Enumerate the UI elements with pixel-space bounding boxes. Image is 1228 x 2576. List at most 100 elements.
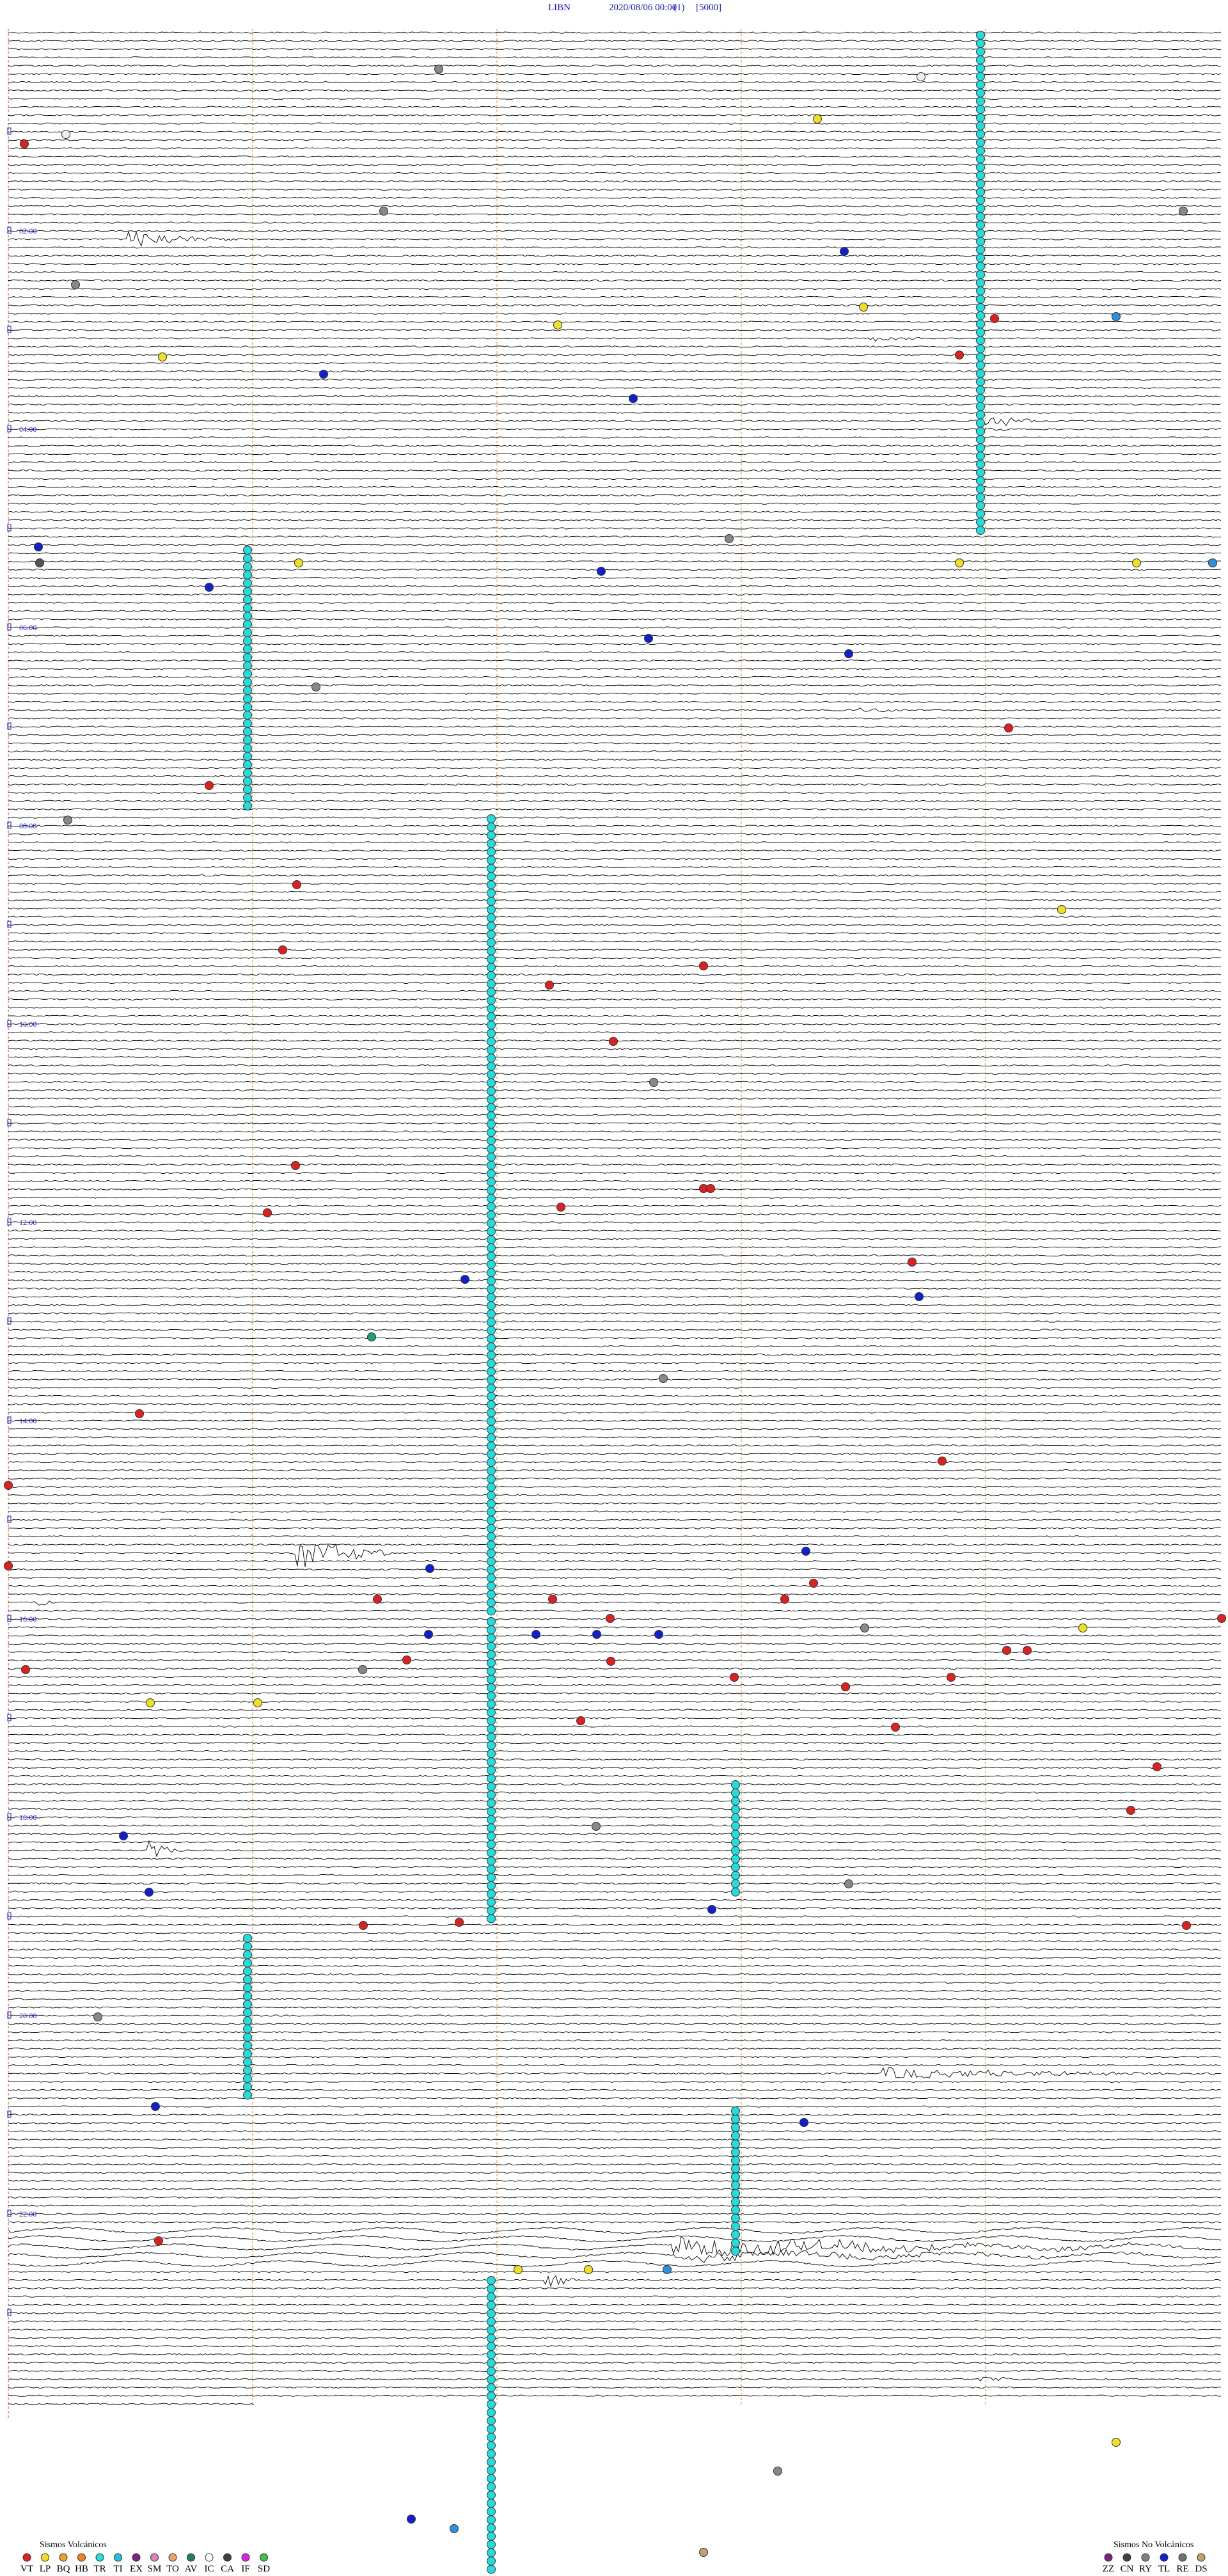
event-marker [654,1630,663,1639]
event-marker [487,1169,496,1178]
trace [8,2080,1222,2083]
trace [8,560,1222,563]
event-marker [487,814,496,823]
event-marker [135,1409,144,1418]
event-marker [891,1723,900,1732]
trace [8,874,1222,877]
event-marker [644,634,653,643]
event-marker [359,1921,368,1930]
event-marker [976,328,985,337]
hour-tick [7,1020,12,1027]
event-marker [487,1094,496,1104]
trace [8,1692,1222,1695]
event-marker [841,1682,850,1691]
trace [8,362,1222,365]
event-marker [487,2474,496,2483]
event-marker [487,1367,496,1377]
event-marker [424,1630,433,1639]
event-marker [844,1879,853,1888]
event-marker [915,1292,924,1301]
event-marker [487,2300,496,2310]
event-marker [844,649,853,658]
trace [8,1229,1222,1232]
event-marker [1179,207,1188,216]
event-marker [243,718,252,728]
event-marker [955,558,964,567]
event-marker [976,171,985,180]
trace [8,417,1222,427]
trace [8,1411,1222,1414]
event-marker [119,1831,128,1840]
event-marker [278,945,287,954]
event-marker [487,1474,496,1483]
hour-tick [7,821,12,829]
event-marker [947,1673,956,1682]
trace [8,1213,1222,1215]
trace [8,1791,1222,1794]
hour-label: 18:00 [19,1813,36,1822]
event-marker [487,1268,496,1277]
trace [8,470,1222,472]
event-marker [487,1251,496,1261]
trace [8,1015,1222,1017]
event-marker [731,2131,740,2140]
legend-marker [1122,2553,1131,2562]
trace [8,196,1222,199]
trace [8,263,1222,265]
hour-label: 06:00 [19,623,36,632]
event-marker [487,1581,496,1591]
event-marker [487,1865,496,1874]
trace [8,535,1222,538]
event-marker [151,2102,160,2111]
event-marker [1182,1921,1191,1930]
trace [8,1981,1222,1984]
trace [8,2361,1222,2364]
event-marker [649,1078,658,1087]
event-marker [243,702,252,712]
event-marker [243,711,252,720]
event-marker [487,1177,496,1187]
event-marker [487,995,496,1005]
event-marker [487,2359,496,2367]
legend-marker [1160,2553,1169,2562]
event-marker [976,509,985,519]
channel: (1) [673,3,685,13]
trace [8,427,1222,432]
trace [8,130,1222,133]
event-marker [597,567,606,576]
event-marker [243,1966,252,1976]
event-marker [976,459,985,469]
event-marker [487,1658,496,1668]
trace [8,510,1222,513]
trace [8,354,1222,356]
legend-marker [241,2553,250,2562]
event-marker [487,1650,496,1659]
legend-label: SM [148,2564,162,2574]
event-marker [487,1840,496,1849]
trace [8,2312,1222,2314]
trace [8,725,1222,728]
event-marker [487,1062,496,1071]
event-marker [487,2276,496,2285]
trace [8,1774,1222,1777]
event-marker [487,1815,496,1824]
trace [8,1510,1222,1513]
events [4,31,1226,2574]
trace [8,717,1222,720]
trace [8,915,1222,918]
hour-label: 04:00 [19,425,36,434]
trace [8,2031,1222,2034]
event-marker [487,1235,496,1244]
event-marker [487,1774,496,1783]
event-marker [487,1416,496,1426]
trace [8,1584,1222,1587]
event-marker [576,1716,585,1725]
legend-title: Sismos Volcánicos [40,2540,107,2550]
trace [8,2122,1222,2124]
trace [8,940,1222,943]
legend-title: Sismos No Volcánicos [1114,2540,1194,2550]
event-marker [976,319,985,329]
event-marker [487,2424,496,2434]
legend-label: TI [113,2564,122,2574]
event-marker [4,1561,13,1570]
